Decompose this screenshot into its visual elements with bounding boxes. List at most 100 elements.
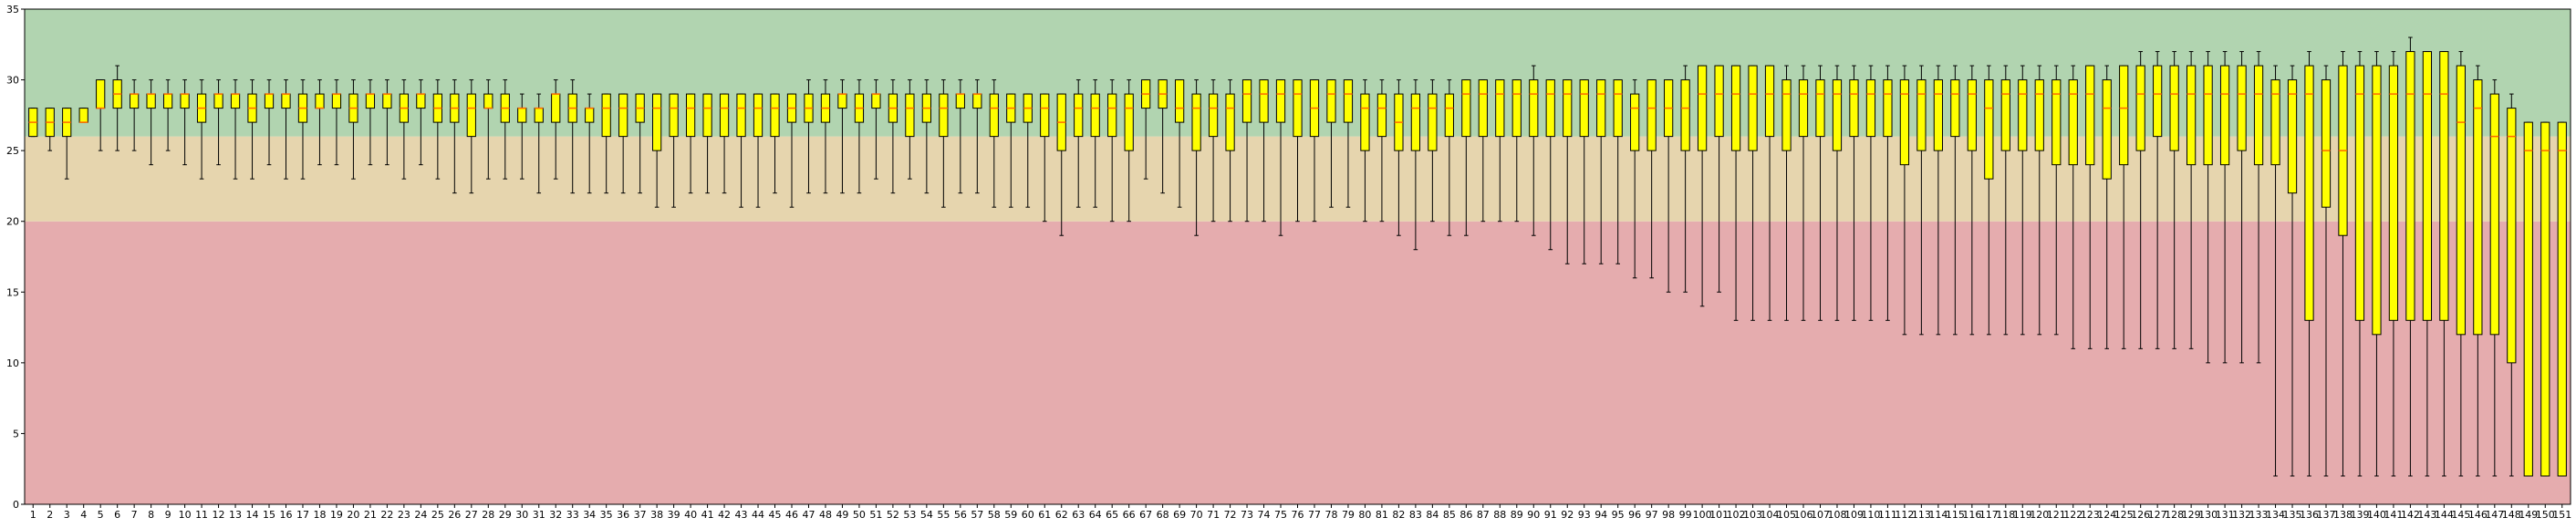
box-body	[1410, 93, 1421, 151]
box-15	[264, 79, 275, 166]
box-20	[348, 79, 358, 180]
x-tick-label: 38	[650, 509, 663, 521]
box-body	[2456, 65, 2466, 336]
box-95	[1613, 79, 1623, 264]
box-89	[1511, 79, 1522, 223]
x-tick-label: 8	[148, 509, 154, 521]
box-143	[2422, 51, 2433, 477]
box-body	[2119, 65, 2129, 166]
box-body	[1478, 79, 1488, 138]
box-body	[1208, 93, 1219, 138]
x-tick-label: 117	[1979, 509, 1999, 521]
x-tick-label: 58	[988, 509, 1001, 521]
x-tick-label: 142	[2401, 509, 2420, 521]
box-67	[1141, 79, 1151, 180]
box-55	[939, 79, 949, 208]
box-21	[365, 79, 376, 166]
x-tick-label: 147	[2485, 509, 2504, 521]
box-117	[1984, 65, 1994, 336]
box-body	[1815, 79, 1825, 138]
box-6	[112, 65, 122, 151]
box-31	[534, 93, 544, 194]
x-tick-label: 15	[263, 509, 275, 521]
box-124	[2102, 65, 2112, 349]
x-tick-label: 50	[853, 509, 866, 521]
x-tick-label: 16	[279, 509, 292, 521]
box-body	[618, 93, 628, 138]
box-body	[1950, 79, 1960, 138]
box-body	[2540, 121, 2550, 477]
x-tick-label: 86	[1459, 509, 1472, 521]
box-body	[2422, 51, 2433, 321]
box-body	[1967, 79, 1977, 151]
box-34	[585, 93, 595, 194]
box-body	[2372, 65, 2382, 336]
x-tick-label: 72	[1224, 509, 1237, 521]
box-58	[989, 79, 999, 208]
box-body	[130, 93, 140, 109]
x-tick-label: 4	[80, 509, 87, 521]
box-71	[1208, 79, 1219, 223]
x-tick-label: 66	[1123, 509, 1136, 521]
box-body	[1074, 93, 1084, 138]
x-tick-label: 129	[2182, 509, 2201, 521]
box-4	[78, 108, 88, 123]
box-body	[1495, 79, 1505, 138]
box-body	[78, 108, 88, 123]
box-106	[1798, 65, 1809, 321]
x-tick-label: 105	[1777, 509, 1796, 521]
x-tick-label: 2	[47, 509, 53, 521]
box-144	[2439, 51, 2449, 477]
x-tick-label: 76	[1292, 509, 1304, 521]
box-body	[702, 93, 712, 138]
box-42	[719, 93, 730, 194]
box-body	[146, 93, 156, 109]
box-body	[1613, 79, 1623, 138]
box-body	[1124, 93, 1134, 151]
box-body	[601, 93, 611, 138]
x-tick-label: 141	[2384, 509, 2403, 521]
box-9	[162, 79, 173, 151]
x-tick-label: 67	[1139, 509, 1152, 521]
box-body	[1174, 79, 1185, 123]
box-104	[1764, 65, 1775, 321]
box-48	[820, 79, 831, 194]
box-80	[1360, 79, 1370, 223]
box-body	[2557, 121, 2567, 477]
x-tick-label: 102	[1727, 509, 1746, 521]
box-body	[2034, 79, 2044, 151]
box-body	[1259, 79, 1269, 123]
box-132	[2237, 51, 2247, 364]
box-body	[2068, 79, 2078, 166]
box-series	[28, 36, 2567, 477]
box-23	[399, 79, 409, 180]
box-116	[1967, 65, 1977, 336]
box-body	[1933, 79, 1943, 151]
x-tick-label: 62	[1055, 509, 1068, 521]
box-body	[2102, 79, 2112, 180]
box-body	[1781, 79, 1792, 151]
box-69	[1174, 79, 1185, 208]
x-tick-label: 6	[114, 509, 120, 521]
x-tick-label: 24	[414, 509, 427, 521]
box-87	[1478, 79, 1488, 223]
box-body	[1428, 93, 1438, 151]
x-tick-label: 83	[1409, 509, 1422, 521]
box-body	[719, 93, 730, 138]
box-body	[989, 93, 999, 138]
x-tick-label: 122	[2063, 509, 2083, 521]
x-tick-label: 45	[769, 509, 782, 521]
x-tick-label: 5	[98, 509, 104, 521]
box-body	[281, 93, 291, 109]
box-112	[1899, 65, 1910, 336]
box-91	[1545, 79, 1555, 251]
box-body	[315, 93, 325, 109]
x-tick-label: 146	[2468, 509, 2488, 521]
x-tick-label: 51	[869, 509, 882, 521]
box-body	[2489, 93, 2499, 336]
box-body	[213, 93, 223, 109]
box-body	[331, 93, 342, 109]
x-tick-label: 121	[2047, 509, 2066, 521]
x-tick-label: 74	[1258, 509, 1271, 521]
x-tick-label: 70	[1190, 509, 1203, 521]
